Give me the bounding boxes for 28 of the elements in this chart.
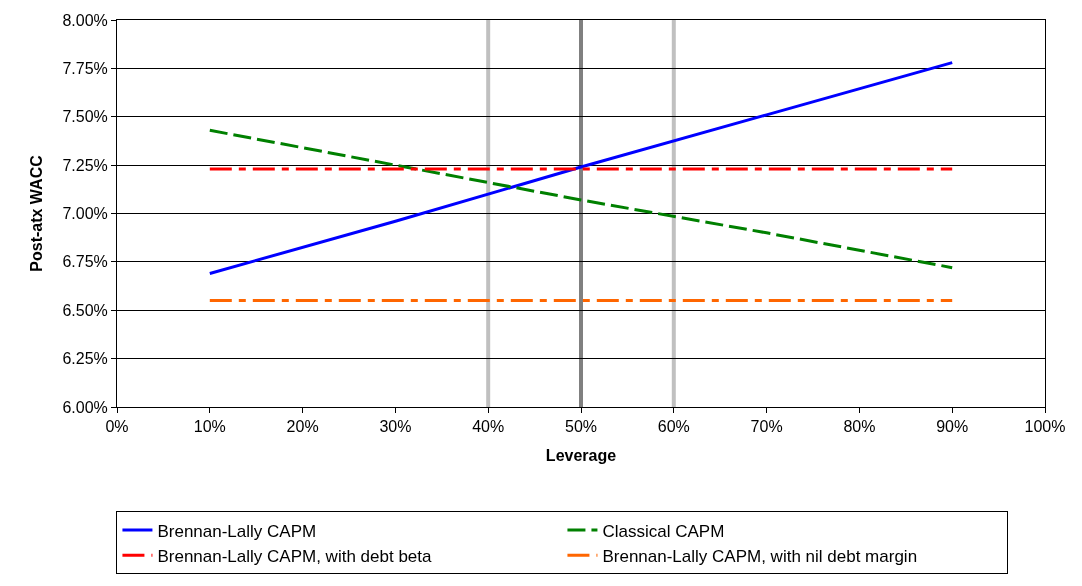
- y-tick-label: 7.50%: [62, 108, 108, 126]
- x-tick-label: 80%: [843, 418, 876, 436]
- x-tick-label: 0%: [105, 418, 129, 436]
- y-tick-label: 8.00%: [62, 11, 108, 29]
- x-tick-label: 60%: [657, 418, 690, 436]
- legend-label: Classical CAPM: [602, 521, 725, 541]
- legend-label: Brennan-Lally CAPM, with debt beta: [157, 546, 433, 566]
- x-tick-label: 100%: [1024, 418, 1066, 436]
- legend-label: Brennan-Lally CAPM, with nil debt margin: [602, 546, 918, 566]
- y-tick-label: 6.50%: [62, 301, 108, 319]
- x-tick-label: 20%: [286, 418, 319, 436]
- y-tick-label: 6.75%: [62, 253, 108, 271]
- y-tick-label: 7.00%: [62, 205, 108, 223]
- x-tick-label: 70%: [750, 418, 783, 436]
- x-tick-label: 10%: [193, 418, 226, 436]
- y-tick-label: 6.00%: [62, 398, 108, 416]
- y-tick-label: 6.25%: [62, 350, 108, 368]
- x-tick-label: 50%: [564, 418, 598, 436]
- x-tick-label: 30%: [379, 418, 412, 436]
- y-tick-label: 7.25%: [62, 156, 108, 174]
- line-series: [208, 128, 954, 270]
- line-series: [208, 61, 954, 275]
- x-axis-title: Leverage: [545, 446, 617, 464]
- y-axis-title: Post-atx WACC: [28, 154, 46, 272]
- x-tick-label: 40%: [472, 418, 505, 436]
- legend-label: Brennan-Lally CAPM: [157, 521, 317, 541]
- x-tick-label: 90%: [936, 418, 969, 436]
- y-tick-label: 7.75%: [62, 59, 108, 77]
